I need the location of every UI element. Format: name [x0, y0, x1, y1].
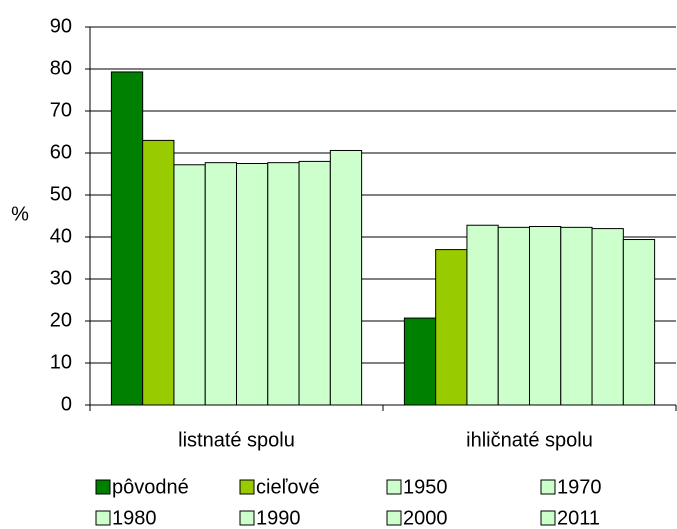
legend-swatch — [386, 510, 402, 526]
bar — [267, 162, 300, 406]
bar — [403, 317, 437, 406]
legend-swatch — [540, 510, 556, 526]
legend-label: 1950 — [403, 476, 448, 498]
bar — [622, 239, 656, 406]
bar — [298, 160, 331, 406]
legend-label: pôvodné — [112, 476, 189, 498]
legend-label: 2000 — [403, 507, 448, 529]
legend-swatch — [95, 479, 111, 495]
y-axis-label: % — [11, 203, 29, 225]
bar — [236, 163, 269, 406]
y-tick-label: 0 — [61, 393, 72, 415]
legend-swatch — [95, 510, 111, 526]
y-tick-label: 40 — [50, 225, 72, 247]
y-tick-label: 80 — [50, 57, 72, 79]
y-tick-label: 50 — [50, 183, 72, 205]
y-tick-label: 30 — [50, 267, 72, 289]
legend-label: cieľové — [256, 476, 320, 498]
y-tick-label: 90 — [50, 15, 72, 37]
legend-swatch — [239, 510, 255, 526]
y-tick-label: 10 — [50, 351, 72, 373]
x-tick-label: listnaté spolu — [178, 429, 295, 451]
bar — [110, 71, 144, 406]
legend-label: 1990 — [256, 507, 301, 529]
legend-label: 1980 — [112, 507, 157, 529]
bar — [435, 249, 468, 406]
y-tick-label: 70 — [50, 99, 72, 121]
bar — [591, 228, 624, 406]
bar — [560, 226, 593, 406]
y-tick-label: 20 — [50, 309, 72, 331]
bar — [173, 164, 206, 406]
bar — [529, 226, 562, 406]
legend-swatch — [239, 479, 255, 495]
y-tick-label: 60 — [50, 141, 72, 163]
legend-swatch — [386, 479, 402, 495]
bar — [329, 149, 363, 406]
bar — [497, 226, 531, 406]
x-tick-label: ihličnaté spolu — [466, 429, 593, 451]
legend-label: 1970 — [557, 476, 602, 498]
bar — [466, 224, 499, 406]
legend-swatch — [540, 479, 556, 495]
bar — [142, 139, 175, 406]
legend-label: 2011 — [557, 507, 600, 529]
bar — [204, 162, 237, 406]
